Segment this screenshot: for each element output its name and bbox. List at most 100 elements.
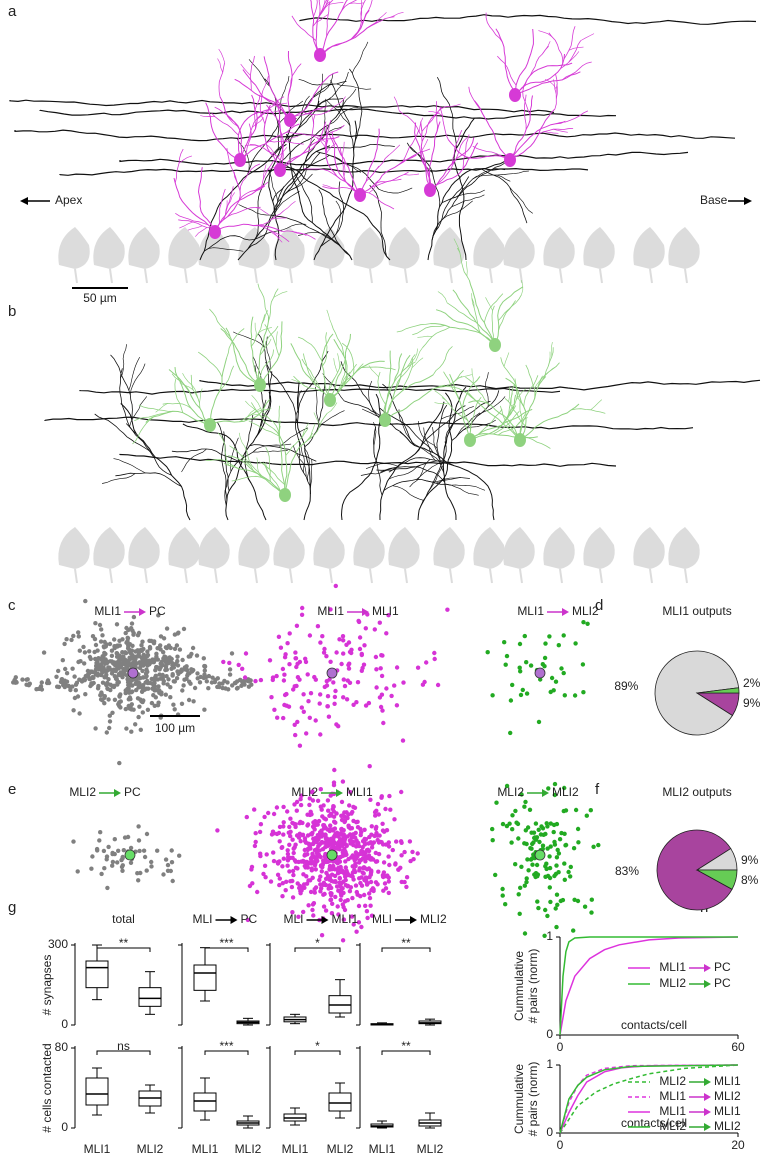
neurite — [305, 99, 343, 162]
synapse-dot — [368, 896, 372, 900]
synapse-dot — [285, 641, 289, 645]
synapse-dot — [230, 651, 234, 655]
synapse-dot — [534, 821, 538, 825]
synapse-dot — [69, 638, 73, 642]
neurite — [494, 171, 529, 175]
synapse-dot — [74, 688, 78, 692]
synapse-dot — [563, 693, 567, 697]
synapse-dot — [338, 876, 342, 880]
synapse-dot — [248, 884, 252, 888]
synapse-dot — [280, 894, 284, 898]
purkinje-silhouette — [503, 527, 534, 569]
synapse-dot — [308, 846, 312, 850]
legend-entry-target: MLI2 — [714, 1119, 741, 1133]
soma — [284, 113, 296, 127]
synapse-dot — [524, 828, 528, 832]
synapse-dot — [339, 662, 343, 666]
synapse-dot — [328, 898, 332, 902]
synapse-dot — [573, 641, 577, 645]
synapse-dot — [83, 599, 87, 603]
synapse-dot — [213, 680, 217, 684]
synapse-dot — [387, 891, 391, 895]
synapse-dot — [562, 633, 566, 637]
synapse-dot — [158, 647, 162, 651]
synapse-dot — [284, 704, 288, 708]
synapse-dot — [581, 620, 585, 624]
synapse-dot — [365, 916, 369, 920]
neurite — [373, 427, 382, 496]
synapse-dot — [300, 606, 304, 610]
synapse-dot — [176, 663, 180, 667]
synapse-dot — [136, 715, 140, 719]
significance-label: ** — [401, 1039, 411, 1053]
synapse-dot — [171, 703, 175, 707]
synapse-dot — [319, 805, 323, 809]
neurite — [443, 201, 473, 219]
synapse-dot — [40, 680, 44, 684]
purkinje-axon — [290, 569, 292, 583]
legend-entry-source: MLI1 — [659, 1104, 686, 1118]
synapse-dot — [133, 722, 137, 726]
neurite — [404, 174, 419, 175]
synapse-dot — [341, 905, 345, 909]
synapse-dot — [356, 680, 360, 684]
synapse-dot — [93, 637, 97, 641]
synapse-dot — [490, 693, 494, 697]
neurite — [198, 352, 222, 377]
synapse-dot — [344, 869, 348, 873]
apex-arrowhead — [20, 197, 28, 205]
synapse-dot — [357, 844, 361, 848]
synapse-dot — [368, 904, 372, 908]
synapse-dot — [176, 631, 180, 635]
map-scale-label: 100 µm — [155, 721, 195, 735]
neurite — [195, 228, 207, 237]
synapse-dot — [509, 840, 513, 844]
synapse-dot — [120, 637, 124, 641]
synapse-dot — [280, 846, 284, 850]
synapse-dot — [98, 830, 102, 834]
synapse-dot — [90, 854, 94, 858]
synapse-dot — [187, 680, 191, 684]
base-label: Base — [700, 193, 728, 207]
synapse-dot — [288, 631, 292, 635]
box — [86, 1078, 108, 1105]
soma — [509, 88, 521, 102]
synapse-dot — [75, 681, 79, 685]
synapse-dot — [271, 678, 275, 682]
map-title-source: MLI2 — [291, 785, 318, 799]
synapse-dot — [247, 685, 251, 689]
synapse-dot — [71, 634, 75, 638]
box — [139, 988, 161, 1007]
synapse-dot — [105, 886, 109, 890]
neurite — [495, 287, 523, 345]
synapse-dot — [145, 832, 149, 836]
map-title-arrowhead — [562, 608, 569, 616]
purkinje-axon — [370, 269, 372, 283]
synapse-dot — [537, 840, 541, 844]
synapse-dot — [169, 869, 173, 873]
synapse-dot — [252, 807, 256, 811]
synapse-dot — [309, 890, 313, 894]
synapse-dot — [162, 679, 166, 683]
synapse-dot — [78, 649, 82, 653]
synapse-dot — [139, 728, 143, 732]
synapse-dot — [374, 880, 378, 884]
synapse-dot — [239, 684, 243, 688]
synapse-dot — [381, 721, 385, 725]
neurite — [571, 409, 605, 414]
synapse-dot — [118, 665, 122, 669]
synapse-dot — [152, 681, 156, 685]
neurite — [378, 372, 386, 405]
synapse-dot — [518, 669, 522, 673]
synapse-dot — [318, 701, 322, 705]
synapse-dot — [63, 667, 67, 671]
synapse-dot — [309, 842, 313, 846]
synapse-dot — [313, 836, 317, 840]
synapse-dot — [502, 640, 506, 644]
synapse-dot — [238, 678, 242, 682]
synapse-dot — [94, 643, 98, 647]
synapse-dot — [136, 878, 140, 882]
pie-value-label: 89% — [614, 679, 638, 693]
synapse-dot — [253, 844, 257, 848]
synapse-dot — [380, 653, 384, 657]
